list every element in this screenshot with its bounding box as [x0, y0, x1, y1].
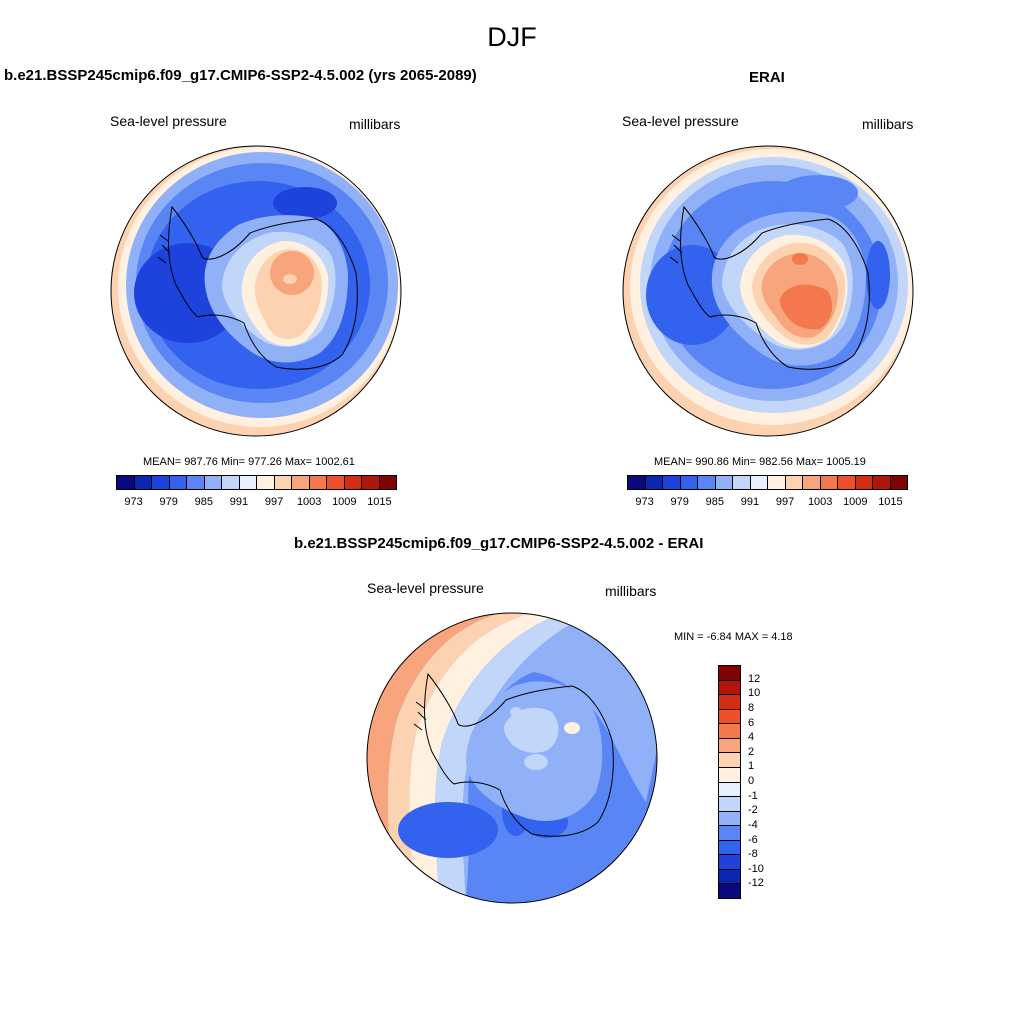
- panel-3-colorbar: [718, 665, 741, 899]
- panel-1-title: b.e21.BSSP245cmip6.f09_g17.CMIP6-SSP2-4.…: [4, 67, 477, 84]
- colorbar-swatch: [733, 476, 751, 489]
- panel-2-stats: MEAN= 990.86 Min= 982.56 Max= 1005.19: [654, 456, 866, 468]
- colorbar-tick-label: -12: [748, 877, 764, 890]
- colorbar-tick-label: 985: [194, 496, 213, 508]
- panel-3-units-label: millibars: [605, 583, 657, 599]
- colorbar-swatch: [750, 476, 768, 489]
- colorbar-swatch: [187, 476, 205, 489]
- colorbar-tick-label: 1003: [807, 496, 833, 508]
- colorbar-swatch: [719, 840, 740, 856]
- panel-3-variable-label: Sea-level pressure: [367, 580, 484, 596]
- colorbar-swatch: [719, 680, 740, 696]
- colorbar-tick-label: 6: [748, 716, 755, 729]
- colorbar-tick-label: 1: [748, 760, 755, 773]
- colorbar-tick-label: 1009: [843, 496, 868, 508]
- colorbar-swatch: [855, 476, 873, 489]
- colorbar-swatch: [327, 476, 345, 489]
- colorbar-swatch: [292, 476, 310, 489]
- colorbar-tick-label: 8: [748, 701, 755, 714]
- colorbar-tick-label: 2: [748, 745, 755, 758]
- colorbar-swatch: [719, 797, 740, 812]
- colorbar-swatch: [719, 869, 740, 885]
- panel-3-stats: MIN = -6.84 MAX = 4.18: [674, 631, 793, 643]
- colorbar-swatch: [309, 476, 327, 489]
- colorbar-swatch: [698, 476, 716, 489]
- colorbar-tick-label: -1: [748, 789, 758, 802]
- colorbar-swatch: [239, 476, 257, 489]
- colorbar-swatch: [803, 476, 821, 489]
- colorbar-tick-label: 973: [124, 496, 143, 508]
- colorbar-swatch: [890, 476, 907, 489]
- colorbar-tick-label: 1015: [878, 496, 903, 508]
- colorbar-tick-label: -6: [748, 833, 758, 846]
- panel-2-units-label: millibars: [862, 116, 914, 132]
- colorbar-tick-label: 973: [635, 496, 654, 508]
- panel-1-stats: MEAN= 987.76 Min= 977.26 Max= 1002.61: [143, 456, 355, 468]
- colorbar-swatch: [152, 476, 170, 489]
- colorbar-swatch: [362, 476, 380, 489]
- colorbar-swatch: [257, 476, 275, 489]
- colorbar-tick-label: 991: [229, 496, 249, 508]
- colorbar-tick-label: -10: [748, 862, 764, 875]
- colorbar-swatch: [274, 476, 292, 489]
- colorbar-tick-label: 0: [748, 775, 755, 787]
- panel-2-title: ERAI: [749, 69, 785, 86]
- colorbar-swatch: [719, 753, 740, 768]
- panel-2-variable-label: Sea-level pressure: [622, 113, 739, 129]
- colorbar-swatch: [719, 738, 740, 754]
- colorbar-tick-label: -2: [748, 804, 758, 817]
- panel-2-colorbar: [627, 475, 908, 490]
- colorbar-swatch: [715, 476, 733, 489]
- colorbar-swatch: [719, 724, 740, 739]
- panel-1-units-label: millibars: [349, 116, 401, 132]
- colorbar-swatch: [719, 855, 740, 870]
- colorbar-tick-label: 985: [705, 496, 724, 508]
- colorbar-swatch: [222, 476, 240, 489]
- colorbar-swatch: [719, 884, 740, 898]
- colorbar-tick-label: 1003: [296, 496, 322, 508]
- colorbar-tick-label: 991: [740, 496, 760, 508]
- colorbar-swatch: [719, 666, 740, 681]
- colorbar-swatch: [820, 476, 838, 489]
- colorbar-tick-label: 4: [748, 731, 755, 744]
- colorbar-swatch: [873, 476, 891, 489]
- colorbar-swatch: [117, 476, 135, 489]
- panel-3-polar-map: [366, 612, 658, 904]
- colorbar-swatch: [680, 476, 698, 489]
- colorbar-tick-label: 997: [264, 496, 284, 508]
- colorbar-swatch: [719, 767, 740, 783]
- panel-3-title: b.e21.BSSP245cmip6.f09_g17.CMIP6-SSP2-4.…: [294, 535, 704, 552]
- colorbar-swatch: [838, 476, 856, 489]
- colorbar-tick-label: 979: [159, 496, 178, 508]
- colorbar-tick-label: -8: [748, 848, 758, 861]
- colorbar-swatch: [768, 476, 786, 489]
- panel-1-colorbar: [116, 475, 397, 490]
- colorbar-swatch: [169, 476, 187, 489]
- colorbar-swatch: [663, 476, 681, 489]
- colorbar-swatch: [204, 476, 222, 489]
- colorbar-swatch: [719, 826, 740, 841]
- colorbar-tick-label: -4: [748, 818, 758, 831]
- colorbar-swatch: [785, 476, 803, 489]
- colorbar-swatch: [379, 476, 396, 489]
- colorbar-swatch: [719, 709, 740, 725]
- colorbar-tick-label: 1015: [367, 496, 392, 508]
- colorbar-swatch: [344, 476, 362, 489]
- colorbar-swatch: [719, 695, 740, 710]
- figure-title: DJF: [487, 22, 537, 52]
- panel-1-variable-label: Sea-level pressure: [110, 113, 227, 129]
- colorbar-tick-label: 1009: [332, 496, 357, 508]
- colorbar-tick-label: 10: [748, 687, 761, 700]
- colorbar-swatch: [719, 782, 740, 798]
- colorbar-tick-label: 979: [670, 496, 689, 508]
- colorbar-swatch: [628, 476, 646, 489]
- colorbar-swatch: [134, 476, 152, 489]
- colorbar-swatch: [645, 476, 663, 489]
- colorbar-swatch: [719, 811, 740, 827]
- colorbar-tick-label: 12: [748, 672, 761, 685]
- colorbar-tick-label: 997: [775, 496, 795, 508]
- panel-2-polar-map: [622, 145, 914, 437]
- panel-1-polar-map: [110, 145, 402, 437]
